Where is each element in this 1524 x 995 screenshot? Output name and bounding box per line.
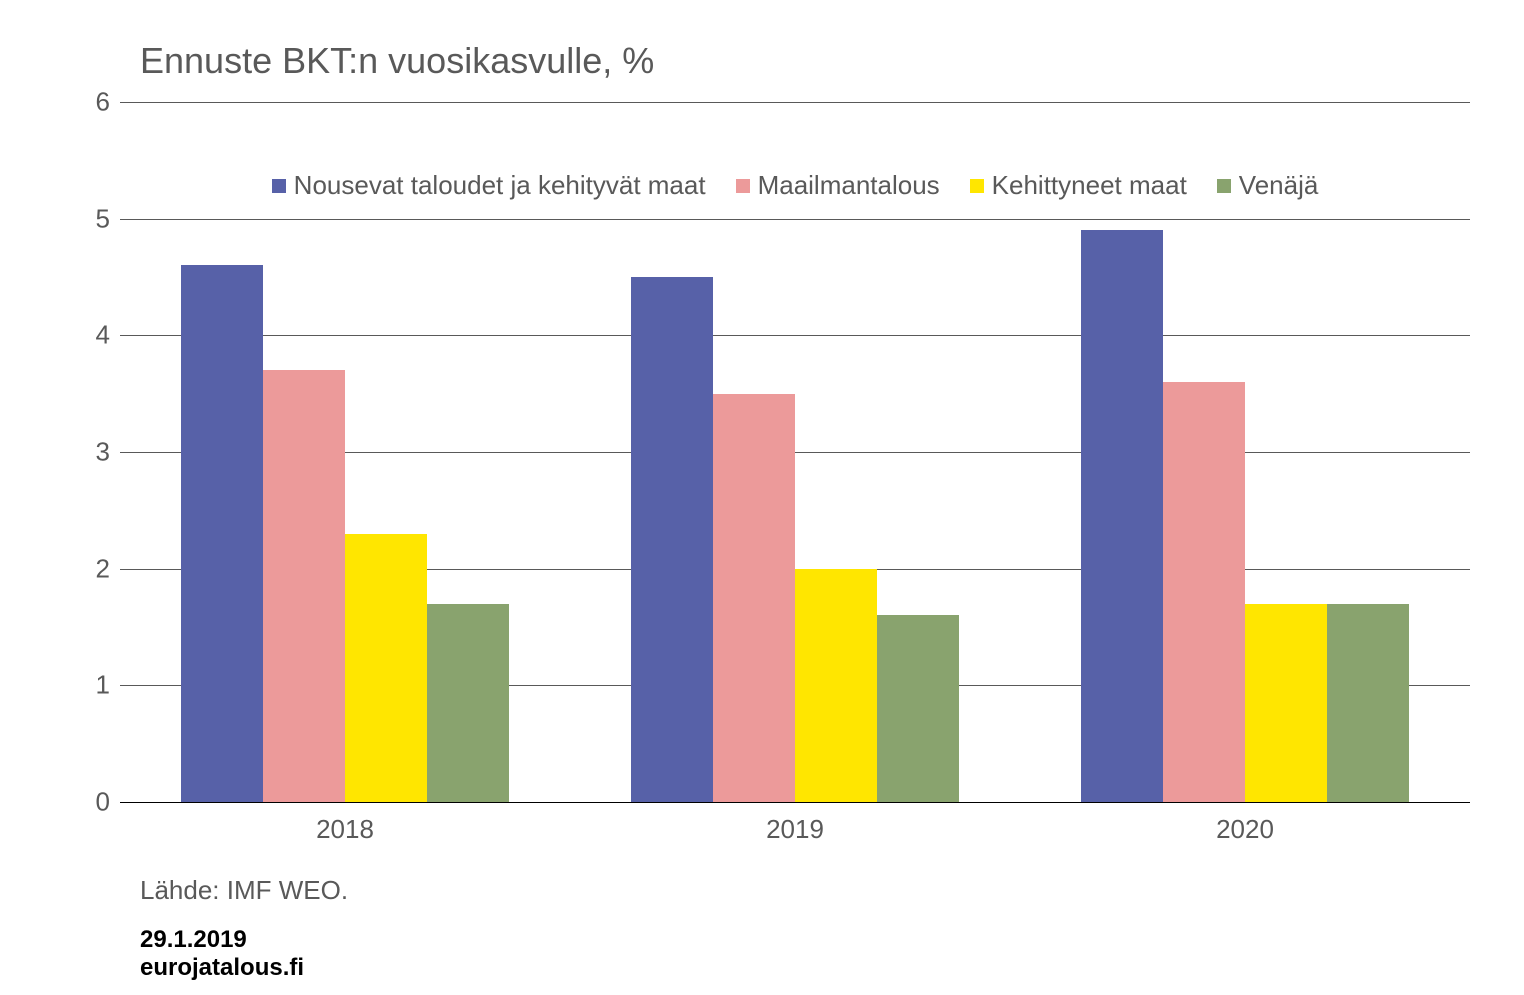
bar [427,604,509,802]
legend-item: Kehittyneet maat [970,170,1187,201]
bar-group [570,102,1020,802]
grid-line [120,802,1470,803]
y-tick-label: 3 [70,437,110,468]
legend-item: Nousevat taloudet ja kehityvät maat [272,170,706,201]
legend: Nousevat taloudet ja kehityvät maat Maail… [120,170,1470,201]
plot-area: Nousevat taloudet ja kehityvät maat Maail… [120,102,1470,802]
y-tick-label: 0 [70,787,110,818]
x-tick-label: 2018 [120,814,570,845]
chart-container: Ennuste BKT:n vuosikasvulle, % Nousevat … [0,0,1524,995]
bar [1245,604,1327,802]
bar [1327,604,1409,802]
y-tick-label: 4 [70,320,110,351]
y-tick-label: 1 [70,670,110,701]
bar-group [1020,102,1470,802]
legend-swatch [736,179,750,193]
bar-group [120,102,570,802]
legend-item: Venäjä [1217,170,1319,201]
y-tick-label: 2 [70,553,110,584]
legend-label: Venäjä [1239,170,1319,201]
bars-layer [120,102,1470,802]
y-tick-label: 5 [70,203,110,234]
legend-swatch [970,179,984,193]
legend-item: Maailmantalous [736,170,940,201]
bar [1163,382,1245,802]
x-tick-label: 2019 [570,814,1020,845]
footer-site: eurojatalous.fi [140,954,1464,982]
legend-label: Nousevat taloudet ja kehityvät maat [294,170,706,201]
bar [263,370,345,802]
chart-footer: Lähde: IMF WEO. 29.1.2019 eurojatalous.f… [140,875,1464,982]
x-tick-label: 2020 [1020,814,1470,845]
y-tick-label: 6 [70,87,110,118]
bar [181,265,263,802]
legend-label: Kehittyneet maat [992,170,1187,201]
bar [345,534,427,802]
bar [1081,230,1163,802]
bar [713,394,795,802]
source-text: Lähde: IMF WEO. [140,875,1464,906]
x-axis-labels: 201820192020 [120,814,1470,845]
legend-swatch [1217,179,1231,193]
bar [877,615,959,802]
bar [631,277,713,802]
bar [795,569,877,802]
legend-swatch [272,179,286,193]
chart-title: Ennuste BKT:n vuosikasvulle, % [140,40,1464,82]
legend-label: Maailmantalous [758,170,940,201]
footer-date: 29.1.2019 [140,926,1464,954]
